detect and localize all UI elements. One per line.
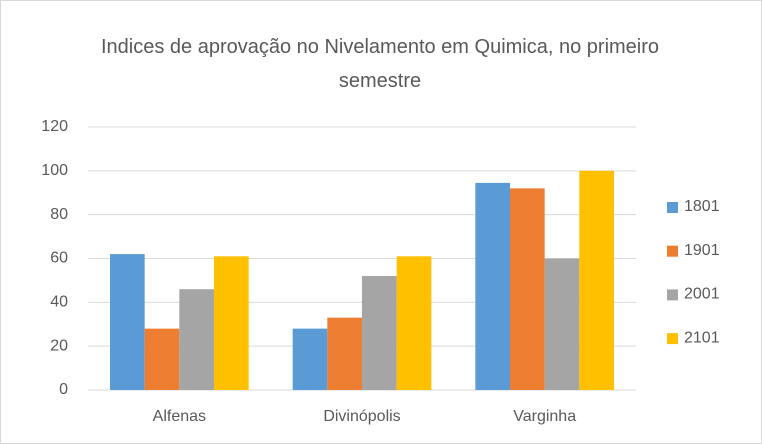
bar xyxy=(396,256,432,390)
bar xyxy=(110,254,145,390)
chart-title: Indices de aprovação no Nivelamento em Q… xyxy=(100,36,660,92)
bar xyxy=(214,256,249,390)
legend-swatch xyxy=(667,202,678,213)
legend-label: 1901 xyxy=(684,242,720,259)
x-tick-label: Varginha xyxy=(513,408,576,425)
legend-swatch xyxy=(667,245,678,257)
bar xyxy=(510,188,545,390)
y-tick-label: 80 xyxy=(50,206,68,223)
y-tick-label: 120 xyxy=(41,118,68,135)
y-tick-label: 20 xyxy=(50,337,68,354)
bar xyxy=(327,317,362,390)
bar xyxy=(544,258,580,390)
x-tick-label: Divinópolis xyxy=(323,408,400,425)
y-tick-label: 0 xyxy=(59,381,68,398)
bar xyxy=(475,182,510,390)
bar xyxy=(292,328,328,390)
legend-swatch xyxy=(667,289,678,301)
legend-label: 2101 xyxy=(684,329,720,346)
x-tick-label: Alfenas xyxy=(153,408,206,425)
bar xyxy=(144,328,180,390)
bar xyxy=(579,170,614,390)
y-tick-label: 100 xyxy=(41,162,68,179)
legend-label: 1801 xyxy=(684,198,720,215)
legend-swatch xyxy=(667,333,678,345)
y-tick-label: 60 xyxy=(50,250,68,267)
bar xyxy=(362,276,397,390)
legend-label: 2001 xyxy=(684,286,720,303)
bar xyxy=(179,289,214,390)
y-tick-label: 40 xyxy=(50,294,68,311)
